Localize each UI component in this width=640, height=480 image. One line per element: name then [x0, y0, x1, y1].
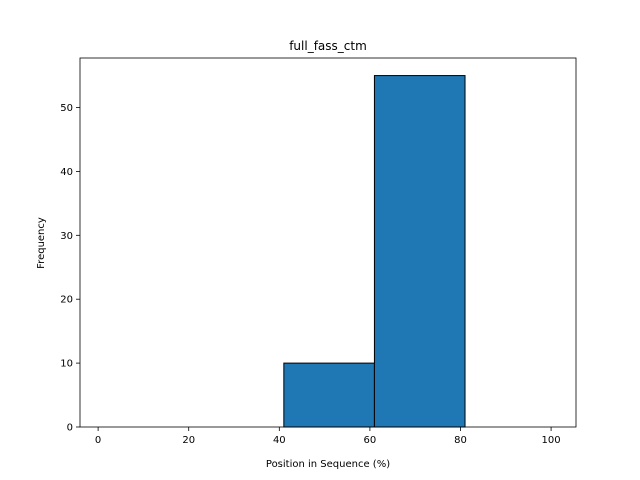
bars-group: [283, 75, 466, 428]
x-axis-label: Position in Sequence (%): [266, 459, 390, 470]
y-tick-label: 40: [60, 167, 73, 178]
histogram-bar-2: [283, 362, 375, 428]
x-tick-label: 60: [364, 435, 377, 446]
y-axis-label: Frequency: [36, 217, 47, 269]
x-tick-label: 20: [182, 435, 195, 446]
x-tick-label: 80: [454, 435, 467, 446]
histogram-bar-3: [373, 75, 466, 428]
x-tick-label: 40: [273, 435, 286, 446]
chart-title: full_fass_ctm: [289, 39, 367, 53]
x-tick-label: 100: [542, 435, 561, 446]
y-axis: 0 10 20 30 40 50: [60, 103, 80, 434]
plot-frame: [79, 57, 577, 428]
y-tick-label: 50: [60, 103, 73, 114]
y-tick-label: 0: [67, 423, 73, 434]
y-tick-label: 20: [60, 295, 73, 306]
y-tick-label: 30: [60, 231, 73, 242]
x-tick-label: 0: [95, 435, 101, 446]
y-tick-label: 10: [60, 359, 73, 370]
x-axis: 0 20 40 60 80 100: [95, 427, 561, 446]
